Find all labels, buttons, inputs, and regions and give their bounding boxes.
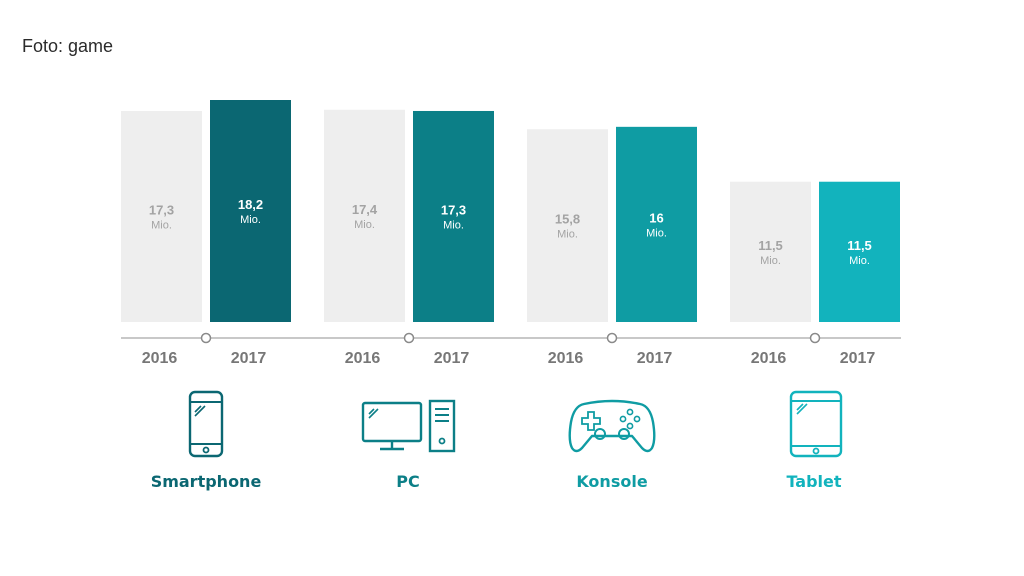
axis-marker-konsole [606, 332, 618, 344]
data-unit-konsole-2016: Mio. [557, 229, 578, 241]
data-label-tablet-2017: 11,5 [847, 238, 872, 253]
tick-label-tablet-2016: 2016 [751, 350, 787, 367]
tick-label-pc-2016: 2016 [345, 350, 381, 367]
tick-label-konsole-2016: 2016 [548, 350, 584, 367]
bar-konsole-2016 [527, 129, 608, 322]
data-unit-smartphone-2017: Mio. [240, 214, 261, 226]
data-unit-tablet-2016: Mio. [760, 255, 781, 267]
tick-label-konsole-2017: 2017 [637, 350, 673, 367]
data-label-tablet-2016: 11,5 [758, 238, 783, 253]
category-label-smartphone: Smartphone [150, 472, 262, 491]
tick-label-tablet-2017: 2017 [840, 350, 876, 367]
smartphone-icon [188, 390, 224, 458]
photo-credit: Foto: game [22, 36, 114, 56]
data-label-konsole-2016: 15,8 [555, 212, 580, 227]
axis-marker-smartphone [200, 332, 212, 344]
tick-label-smartphone-2017: 2017 [231, 350, 267, 367]
data-label-smartphone-2016: 17,3 [149, 202, 174, 217]
data-unit-tablet-2017: Mio. [849, 255, 870, 267]
data-unit-pc-2017: Mio. [443, 219, 464, 231]
bar-pc-2016 [324, 109, 405, 322]
category-label-pc: PC [396, 472, 420, 491]
axis-marker-tablet [809, 332, 821, 344]
data-unit-smartphone-2016: Mio. [151, 219, 172, 231]
tick-label-smartphone-2016: 2016 [142, 350, 178, 367]
data-unit-konsole-2017: Mio. [646, 227, 667, 239]
pc-icon [361, 399, 456, 453]
tablet-icon [789, 390, 843, 458]
bar-tablet-2017 [819, 181, 900, 322]
data-label-pc-2017: 17,3 [441, 202, 466, 217]
axis-marker-pc [403, 332, 415, 344]
bar-tablet-2016 [730, 181, 811, 322]
bar-pc-2017 [413, 110, 494, 322]
data-label-konsole-2017: 16 [649, 210, 663, 225]
tick-label-pc-2017: 2017 [434, 350, 470, 367]
bar-chart: 17,3 Mio. 2016 18,2 Mio. 2017 17,4 Mio. 2016 17,3… [121, 100, 901, 367]
category-label-konsole: Konsole [576, 472, 648, 491]
bar-smartphone-2016 [121, 110, 202, 322]
data-label-smartphone-2017: 18,2 [238, 197, 263, 212]
bar-konsole-2017 [616, 126, 697, 322]
data-unit-pc-2016: Mio. [354, 219, 375, 231]
category-label-tablet: Tablet [786, 472, 842, 491]
data-label-pc-2016: 17,4 [352, 202, 378, 217]
gamepad-icon [568, 399, 656, 453]
bar-smartphone-2017 [210, 100, 291, 322]
